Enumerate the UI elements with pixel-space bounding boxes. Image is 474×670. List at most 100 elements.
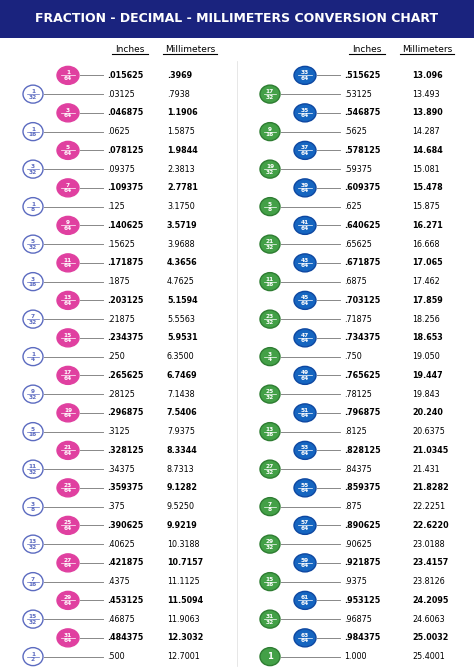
Text: .500: .500 <box>107 652 125 661</box>
Text: 64: 64 <box>64 263 72 268</box>
Text: 17.065: 17.065 <box>412 259 443 267</box>
Text: 16: 16 <box>266 132 274 137</box>
Text: 14.287: 14.287 <box>412 127 440 136</box>
Text: .84375: .84375 <box>344 464 372 474</box>
Text: 8.7313: 8.7313 <box>167 464 195 474</box>
Text: 64: 64 <box>64 338 72 343</box>
Text: 64: 64 <box>301 451 309 456</box>
Text: 32: 32 <box>29 94 37 100</box>
Text: .250: .250 <box>107 352 125 361</box>
Ellipse shape <box>57 254 79 272</box>
Ellipse shape <box>294 179 316 197</box>
Text: 2.3813: 2.3813 <box>167 165 195 174</box>
Text: Millimeters: Millimeters <box>165 45 215 54</box>
Text: .21875: .21875 <box>107 315 135 324</box>
Text: .703125: .703125 <box>344 296 380 305</box>
Text: 3.1750: 3.1750 <box>167 202 195 211</box>
Text: .71875: .71875 <box>344 315 372 324</box>
Text: .328125: .328125 <box>107 446 144 455</box>
Text: 8: 8 <box>268 507 272 512</box>
Text: 64: 64 <box>64 113 72 118</box>
Text: 21.431: 21.431 <box>412 464 439 474</box>
Text: 20.240: 20.240 <box>412 409 443 417</box>
Text: .453125: .453125 <box>107 596 143 605</box>
Text: 64: 64 <box>301 151 309 155</box>
Text: .171875: .171875 <box>107 259 143 267</box>
Text: 32: 32 <box>29 470 37 474</box>
Ellipse shape <box>57 404 79 422</box>
Text: .1875: .1875 <box>107 277 130 286</box>
Text: 29: 29 <box>266 539 274 544</box>
Text: 19.843: 19.843 <box>412 390 439 399</box>
Text: 13.493: 13.493 <box>412 90 439 98</box>
Text: .046875: .046875 <box>107 109 143 117</box>
Ellipse shape <box>23 235 43 253</box>
Text: 64: 64 <box>64 563 72 568</box>
Text: .609375: .609375 <box>344 184 380 192</box>
Ellipse shape <box>294 554 316 572</box>
Text: 63: 63 <box>301 633 309 638</box>
Text: 2.7781: 2.7781 <box>167 184 198 192</box>
Text: .265625: .265625 <box>107 371 143 380</box>
Ellipse shape <box>260 423 280 441</box>
Ellipse shape <box>260 273 280 291</box>
Text: 53: 53 <box>301 446 309 450</box>
Text: 64: 64 <box>301 526 309 531</box>
Text: 9.5250: 9.5250 <box>167 502 195 511</box>
Text: .34375: .34375 <box>107 464 135 474</box>
Text: 33: 33 <box>301 70 309 75</box>
Text: 25.4001: 25.4001 <box>412 652 445 661</box>
Ellipse shape <box>57 629 79 647</box>
Text: 11: 11 <box>29 464 37 469</box>
Ellipse shape <box>294 479 316 497</box>
Text: .8125: .8125 <box>344 427 367 436</box>
Text: 7: 7 <box>268 502 272 507</box>
Text: .46875: .46875 <box>107 614 135 624</box>
Ellipse shape <box>23 160 43 178</box>
Text: .4375: .4375 <box>107 577 130 586</box>
Text: 64: 64 <box>64 639 72 643</box>
Text: 1: 1 <box>31 202 35 206</box>
Text: .6875: .6875 <box>344 277 367 286</box>
Text: 23.4157: 23.4157 <box>412 558 448 567</box>
Text: Inches: Inches <box>352 45 382 54</box>
Text: 5: 5 <box>31 239 35 244</box>
Text: 4: 4 <box>268 357 272 362</box>
Text: Millimeters: Millimeters <box>402 45 452 54</box>
Text: 41: 41 <box>301 220 309 225</box>
Text: .7938: .7938 <box>167 90 190 98</box>
Text: 19.050: 19.050 <box>412 352 440 361</box>
Ellipse shape <box>294 66 316 84</box>
Text: .765625: .765625 <box>344 371 380 380</box>
Text: 6.7469: 6.7469 <box>167 371 198 380</box>
Text: 64: 64 <box>301 413 309 418</box>
Text: 18.256: 18.256 <box>412 315 440 324</box>
Text: 15: 15 <box>64 333 72 338</box>
Text: 8.3344: 8.3344 <box>167 446 198 455</box>
Text: 1: 1 <box>66 70 70 75</box>
Ellipse shape <box>23 648 43 665</box>
Text: .40625: .40625 <box>107 539 135 549</box>
Ellipse shape <box>23 310 43 328</box>
Ellipse shape <box>57 554 79 572</box>
Text: 15.478: 15.478 <box>412 184 443 192</box>
Text: 25: 25 <box>64 521 72 525</box>
Text: 10.3188: 10.3188 <box>167 539 200 549</box>
Text: .78125: .78125 <box>344 390 372 399</box>
Text: 15: 15 <box>266 577 274 582</box>
Text: 16: 16 <box>29 282 37 287</box>
Text: 15.081: 15.081 <box>412 165 439 174</box>
Ellipse shape <box>294 254 316 272</box>
Ellipse shape <box>294 141 316 159</box>
Text: .65625: .65625 <box>344 240 372 249</box>
Text: 9: 9 <box>31 389 35 394</box>
Text: 64: 64 <box>301 488 309 493</box>
Text: 1: 1 <box>31 652 35 657</box>
Text: 22.6220: 22.6220 <box>412 521 448 530</box>
Text: .671875: .671875 <box>344 259 380 267</box>
Text: 3: 3 <box>268 352 272 356</box>
Text: .53125: .53125 <box>344 90 372 98</box>
Text: 64: 64 <box>64 188 72 193</box>
Text: 64: 64 <box>301 563 309 568</box>
Ellipse shape <box>294 404 316 422</box>
